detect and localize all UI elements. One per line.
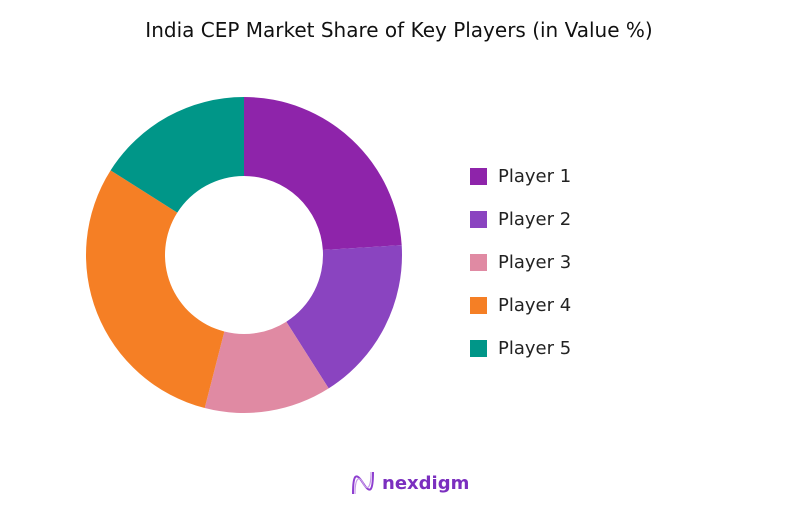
nexdigm-logo: nexdigm <box>350 470 469 496</box>
legend-swatch <box>470 340 487 357</box>
slice-player-3 <box>204 321 329 413</box>
legend-item: Player 2 <box>470 198 571 241</box>
legend: Player 1 Player 2 Player 3 Player 4 Player 5 <box>470 155 571 370</box>
nexdigm-logo-icon <box>352 471 374 495</box>
slice-player-2 <box>286 245 402 389</box>
legend-swatch <box>470 254 487 271</box>
logo-text: nexdigm <box>382 472 470 494</box>
legend-label: Player 4 <box>498 295 572 316</box>
legend-item: Player 3 <box>470 241 571 284</box>
legend-swatch <box>470 168 487 185</box>
chart-title: India CEP Market Share of Key Players (i… <box>145 18 653 42</box>
slice-player-1 <box>244 97 402 251</box>
slice-player-5 <box>110 97 244 213</box>
legend-label: Player 3 <box>498 252 572 273</box>
legend-label: Player 2 <box>498 209 572 230</box>
legend-item: Player 1 <box>470 155 571 198</box>
legend-swatch <box>470 297 487 314</box>
legend-item: Player 5 <box>470 327 571 370</box>
legend-label: Player 5 <box>498 338 572 359</box>
legend-item: Player 4 <box>470 284 571 327</box>
legend-swatch <box>470 211 487 228</box>
legend-label: Player 1 <box>498 166 572 187</box>
slice-player-4 <box>85 170 225 409</box>
